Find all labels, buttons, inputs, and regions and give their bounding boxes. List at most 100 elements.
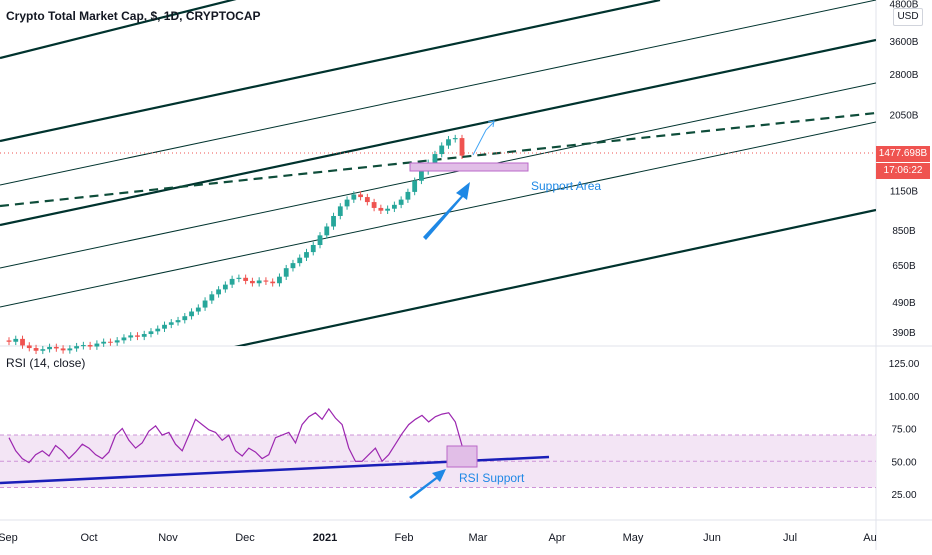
price-tick-label: 2800B [890,70,919,81]
candle-body [236,277,242,279]
candle-body [189,311,194,317]
candle-body [40,349,46,351]
candle-body [351,194,357,200]
time-tick-label: Feb [395,532,414,544]
rsi-tick-label: 100.00 [889,392,920,403]
candle-body [6,340,12,342]
time-tick-label: Jul [783,532,797,544]
candle-body [310,244,316,253]
time-tick-label: Nov [158,532,178,544]
support-area-box [409,162,529,172]
time-tick-label: Apr [548,532,565,544]
time-tick-label: Oct [80,532,97,544]
candle-body [256,280,262,284]
price-tick-label: 3600B [890,37,919,48]
price-tick-label: 650B [892,261,916,272]
dashed-trend-line [0,111,876,208]
time-tick-label: Dec [235,532,255,544]
candle-body [121,337,127,341]
channel-line [234,208,876,346]
candle-body [87,345,93,347]
price-tick-label: 390B [892,328,916,339]
candle-body [47,346,52,350]
channel-line [0,0,876,186]
candle-body [26,345,32,349]
candle-body [452,138,458,140]
candle-body [378,207,384,211]
candle-body [324,226,330,236]
candle-body [155,328,161,332]
candle-body [358,194,363,198]
candle-body [459,138,465,156]
time-tick-label: 2021 [313,532,337,544]
price-tick-label: 490B [892,298,916,309]
channel-line [0,82,876,269]
candle-body [263,280,269,282]
projection-arrowhead [487,120,495,128]
rsi-tick-label: 25.00 [891,490,916,501]
time-tick-label: Sep [0,532,18,544]
projection-line [472,121,495,156]
candle-body [270,281,276,284]
candle-body [162,324,167,329]
candle-body [33,348,39,351]
channel-line [0,0,661,143]
candle-body [243,277,249,281]
candle-body [331,215,336,227]
price-tick-label: 4800B [890,0,919,10]
candle-body [20,338,25,346]
candle-body [364,197,370,203]
candle-body [290,263,296,269]
candle-body [128,335,134,338]
candle-body [108,341,113,343]
candle-body [182,316,188,321]
chart-title: Crypto Total Market Cap, $, 1D, CRYPTOCA… [6,9,261,23]
channel-lines [0,0,876,346]
candle-body [13,338,19,342]
candle-body [385,208,391,211]
candle-body [141,334,147,337]
rsi-support-box [446,445,478,468]
candle-body [222,284,228,290]
last-price-label: 1477.698B [876,146,930,162]
candle-body [94,343,100,347]
currency-badge[interactable]: USD [893,8,923,26]
candle-body [439,145,445,155]
time-tick-label: May [623,532,644,544]
price-tick-label: 1150B [890,186,919,197]
candle-body [80,345,86,347]
support-arrow [423,182,470,240]
candle-body [67,348,73,351]
candle-body [391,204,397,209]
price-tick-label: 850B [892,226,916,237]
rsi-tick-label: 125.00 [889,359,920,370]
candle-body [148,331,154,335]
candle-body [297,257,303,264]
candle-body [371,202,377,208]
countdown-label: 17:06:22 [876,163,930,179]
candle-body [432,154,438,163]
channel-line [0,121,876,308]
candle-body [135,335,140,337]
candle-body [283,268,289,277]
rsi-support-label: RSI Support [459,471,525,485]
support-area-label: Support Area [531,179,601,193]
candle-body [250,280,255,284]
candle-body [398,199,404,205]
candle-body [412,180,418,192]
candle-body [202,300,208,308]
time-tick-label: Mar [469,532,488,544]
candle-body [344,199,350,207]
candle-body [317,235,323,245]
channel-line [0,0,237,60]
candle-body [277,276,282,284]
candle-body [446,139,451,146]
candle-body [53,346,59,349]
candle-body [74,346,80,349]
time-tick-label: Au [863,532,876,544]
time-tick-label: Jun [703,532,721,544]
candle-body [419,171,424,181]
price-tick-label: 2050B [890,111,919,122]
time-axis: Sep Oct Nov Dec 2021 Feb Mar Apr May Jun Jul Au [0,532,877,544]
